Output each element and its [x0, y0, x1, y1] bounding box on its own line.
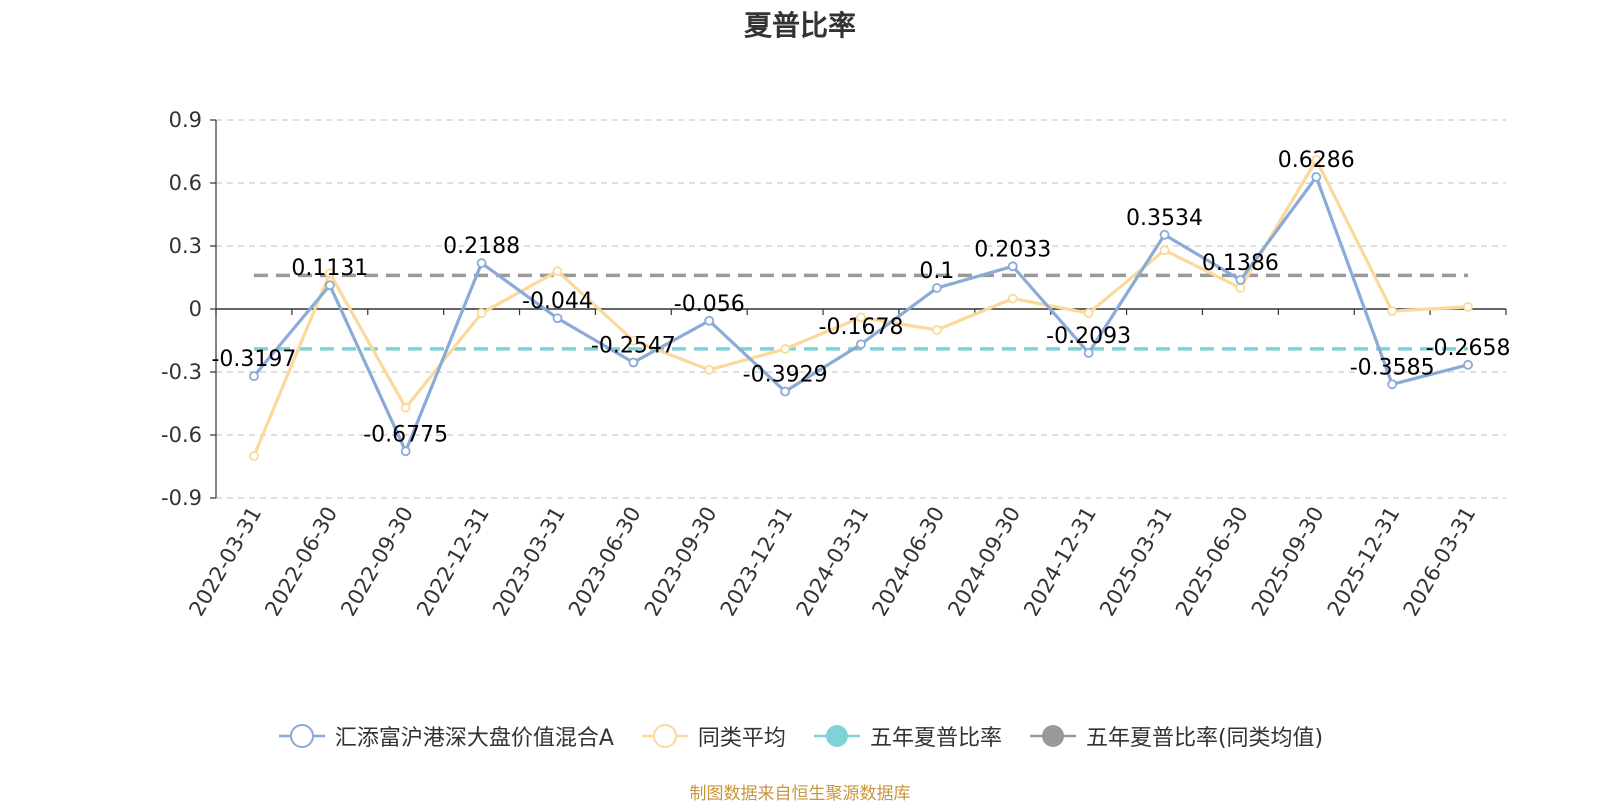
chart-title: 夏普比率	[743, 9, 856, 42]
x-tick-label: 2025-12-31	[1323, 503, 1405, 621]
data-label: 0.6286	[1278, 148, 1355, 173]
data-label: -0.3585	[1350, 355, 1435, 380]
legend-label: 五年夏普比率	[869, 726, 1002, 751]
legend-marker-icon	[641, 724, 688, 748]
data-point	[1463, 301, 1473, 312]
data-point	[249, 371, 259, 382]
x-tick-label: 2026-03-31	[1399, 503, 1481, 621]
data-point	[1159, 229, 1170, 240]
y-tick-label: 0.9	[169, 108, 202, 132]
data-point	[628, 335, 639, 346]
data-point	[856, 312, 866, 323]
data-point	[704, 364, 715, 375]
x-tick-label: 2023-09-30	[640, 503, 722, 621]
data-point	[552, 266, 563, 277]
data-point	[476, 308, 487, 319]
y-tick-label: -0.3	[161, 360, 202, 384]
data-label: -0.3929	[743, 363, 828, 388]
legend-item[interactable]: 同类平均	[640, 720, 786, 752]
data-point	[780, 343, 791, 354]
data-point	[931, 325, 942, 335]
data-label: -0.2658	[1426, 336, 1511, 361]
data-point	[324, 280, 335, 291]
data-point	[1159, 245, 1170, 256]
series-line	[252, 158, 1469, 457]
y-tick-label: -0.6	[161, 423, 202, 447]
legend-marker-icon	[1029, 725, 1076, 747]
data-point	[476, 258, 487, 268]
x-tick-label: 2023-03-31	[488, 503, 570, 621]
y-tick-label: 0.6	[169, 171, 202, 195]
data-point	[780, 386, 791, 397]
axes: 0.9 0.6 0.3 0 -0.3 -0.6 -0.92022-03-312022-06-…	[161, 108, 1507, 621]
data-label: -0.056	[674, 292, 745, 317]
series-lines	[249, 154, 1473, 461]
data-label: -0.1678	[819, 315, 904, 340]
x-tick-label: 2022-09-30	[336, 503, 418, 621]
source-note: 制图数据来自恒生聚源数据库	[689, 784, 911, 804]
legend: 汇添富沪港深大盘价值混合A 同类平均 五年夏普比率 五年夏普比率(同类均值)	[0, 720, 1600, 752]
data-point	[400, 402, 411, 413]
y-tick-label: 0	[189, 297, 202, 321]
x-tick-label: 2022-12-31	[412, 503, 494, 621]
legend-marker-icon	[278, 724, 325, 748]
data-labels: -0.3197 0.1131 -0.6775 0.2188 -0.044 -0.2547 -…	[211, 148, 1510, 447]
x-tick-label: 2025-09-30	[1247, 503, 1329, 621]
data-point	[1311, 154, 1322, 165]
legend-marker-icon	[813, 725, 860, 747]
data-label: 0.2188	[443, 234, 520, 259]
data-label: 0.3534	[1126, 206, 1203, 231]
data-point	[856, 339, 866, 350]
x-tick-label: 2023-06-30	[564, 503, 646, 621]
data-label: -0.2547	[591, 333, 676, 358]
data-point	[1463, 359, 1473, 370]
data-label: 0.1386	[1202, 251, 1279, 276]
data-point	[400, 446, 411, 457]
data-point	[324, 268, 335, 279]
data-point	[1007, 293, 1018, 304]
data-label: -0.6775	[363, 422, 448, 447]
legend-item[interactable]: 五年夏普比率	[812, 720, 1002, 752]
data-label: -0.3197	[211, 347, 296, 372]
data-label: -0.044	[522, 289, 593, 314]
data-point	[1311, 172, 1322, 182]
legend-label: 汇添富沪港深大盘价值混合A	[334, 726, 614, 751]
x-tick-label: 2025-03-31	[1095, 503, 1177, 621]
legend-label: 五年夏普比率(同类均值)	[1085, 726, 1324, 751]
data-point	[704, 315, 715, 326]
y-tick-label: -0.9	[161, 486, 202, 510]
data-label: 0.1131	[291, 256, 368, 281]
data-label: 0.1	[919, 259, 954, 284]
data-point	[1387, 306, 1398, 317]
data-point	[931, 283, 942, 293]
data-point	[1007, 261, 1018, 272]
y-tick-label: 0.3	[169, 234, 202, 258]
data-point	[1083, 308, 1094, 319]
data-point	[1235, 274, 1246, 285]
x-tick-label: 2022-03-31	[184, 503, 266, 621]
data-label: 0.2033	[974, 237, 1051, 262]
x-tick-label: 2024-03-31	[792, 503, 874, 621]
x-tick-label: 2023-12-31	[716, 503, 798, 621]
legend-item[interactable]: 汇添富沪港深大盘价值混合A	[277, 720, 614, 752]
x-tick-label: 2024-06-30	[867, 503, 949, 621]
legend-label: 同类平均	[697, 726, 786, 751]
data-point	[1387, 379, 1398, 390]
data-point	[628, 357, 639, 368]
legend-item[interactable]: 五年夏普比率(同类均值)	[1028, 720, 1323, 752]
data-label: -0.2093	[1046, 324, 1131, 349]
data-point	[1235, 283, 1246, 293]
x-tick-label: 2025-06-30	[1171, 503, 1253, 621]
x-tick-label: 2024-09-30	[943, 502, 1025, 620]
data-point	[1083, 348, 1094, 358]
x-tick-label: 2024-12-31	[1019, 503, 1101, 621]
data-point	[249, 451, 259, 461]
x-tick-label: 2022-06-30	[260, 503, 342, 621]
data-point	[552, 313, 563, 324]
grid-lines	[216, 119, 1506, 499]
